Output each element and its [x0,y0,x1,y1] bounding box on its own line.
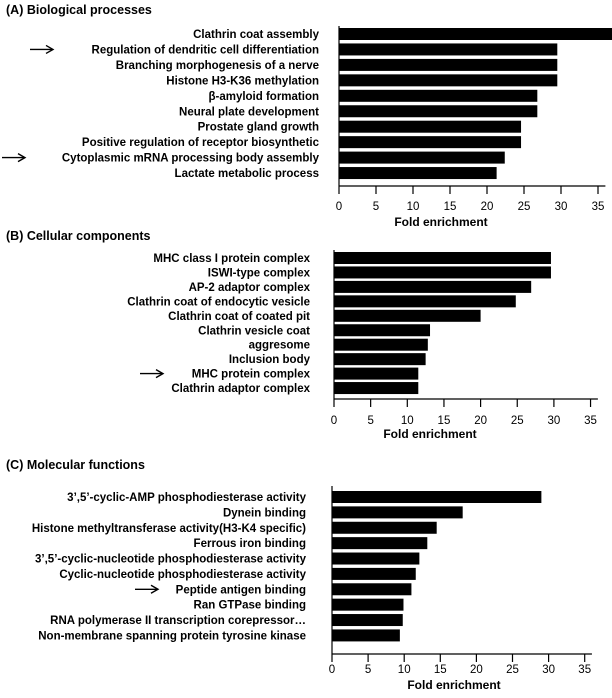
bar-4 [332,537,428,550]
category-label: Clathrin vesicle coat [198,325,310,337]
x-tick-label: 20 [470,664,483,676]
bar-4 [339,74,558,87]
category-label: Prostate gland growth [198,122,319,134]
bar-5 [339,89,538,102]
category-label: Ferrous iron binding [194,538,306,550]
x-tick-label: 25 [511,415,524,427]
bar-2 [332,506,463,519]
x-axis-title: Fold enrichment [407,678,500,692]
bar-3 [339,58,558,71]
category-label: Cyclic-nucleotide phosphodiesterase acti… [59,569,306,581]
category-label: Histone methyltransferase activity(H3-K4… [32,523,306,535]
bar-7 [339,120,522,133]
x-tick-label: 15 [444,201,457,213]
x-tick-label: 35 [578,664,591,676]
x-tick-label: 0 [336,201,342,213]
arrowhead-icon [155,368,165,379]
x-tick-label: 20 [481,201,494,213]
chart-panel-0: (A) Biological processes Clathrin coat as… [2,3,612,229]
x-tick-label: 15 [434,664,447,676]
category-label: Clathrin coat of coated pit [168,311,310,323]
bar-6 [334,324,431,337]
bar-10 [339,167,497,180]
bar-8 [334,353,426,366]
x-tick-label: 20 [474,415,487,427]
x-tick-label: 15 [438,415,451,427]
bar-8 [339,136,522,149]
x-tick-label: 25 [506,664,519,676]
x-tick-label: 5 [367,415,373,427]
category-label: Histone H3-K36 methylation [166,75,319,87]
x-tick-label: 30 [555,201,568,213]
category-label: Positive regulation of receptor biosynth… [82,137,320,149]
x-tick-label: 30 [548,415,561,427]
bar-1 [334,252,551,264]
x-tick-label: 10 [407,201,420,213]
category-label: aggresome [249,340,310,352]
bar-3 [332,521,437,534]
x-tick-label: 5 [373,201,379,213]
x-tick-label: 10 [401,415,414,427]
x-tick-label: 35 [592,201,605,213]
category-label: Branching morphogenesis of a nerve [116,60,319,72]
bar-9 [332,614,403,627]
bar-3 [334,280,532,293]
bar-7 [332,583,412,596]
category-label: β-amyloid formation [208,91,319,103]
bar-5 [334,309,481,322]
category-label: MHC protein complex [192,369,311,381]
bar-1 [332,491,542,503]
category-label: Neural plate development [179,106,319,118]
bar-1 [339,28,612,40]
panel-title: (C) Molecular functions [6,458,145,472]
category-label: Dynein binding [223,507,306,519]
x-tick-label: 10 [398,664,411,676]
bar-9 [339,151,505,164]
category-label: Clathrin coat assembly [193,29,320,41]
category-label: Inclusion body [229,354,311,366]
bar-9 [334,367,419,380]
category-label: MHC class I protein complex [153,253,310,265]
bar-7 [334,338,428,351]
bar-4 [334,295,516,308]
category-label: Ran GTPase binding [194,600,306,612]
x-axis-title: Fold enrichment [383,427,476,441]
arrowhead-icon [150,584,160,594]
bar-6 [339,105,538,118]
panel-title: (A) Biological processes [6,3,152,17]
chart-panel-2: (C) Molecular functions 3’,5’-cyclic-AMP … [6,458,592,692]
arrowhead-icon [17,152,27,163]
x-tick-label: 0 [331,415,337,427]
panel-title: (B) Cellular components [6,229,151,243]
x-axis-title: Fold enrichment [394,215,487,229]
category-label: Regulation of dendritic cell differentia… [92,44,319,56]
category-label: Cytoplasmic mRNA processing body assembl… [62,153,320,165]
bar-10 [334,382,419,395]
x-tick-label: 35 [584,415,597,427]
bar-8 [332,598,404,611]
arrowhead-icon [45,44,55,55]
x-tick-label: 0 [329,664,335,676]
category-label: AP-2 adaptor complex [189,282,311,294]
bar-10 [332,629,400,642]
category-label: Clathrin adaptor complex [171,383,310,395]
bar-5 [332,552,420,565]
category-label: 3’,5’-cyclic-AMP phosphodiesterase activ… [67,492,306,504]
bar-6 [332,567,416,580]
x-tick-label: 5 [365,664,371,676]
category-label: ISWI-type complex [208,267,311,279]
category-label: 3’,5’-cyclic-nucleotide phosphodiesteras… [35,554,307,566]
category-label: Peptide antigen binding [176,584,306,596]
category-label: Clathrin coat of endocytic vesicle [127,296,310,308]
category-label: Non-membrane spanning protein tyrosine k… [38,630,306,642]
bar-2 [334,266,551,279]
category-label: Lactate metabolic process [175,168,319,180]
x-tick-label: 30 [542,664,555,676]
bar-2 [339,43,558,56]
category-label: RNA polymerase II transcription corepres… [50,615,306,627]
x-tick-label: 25 [518,201,531,213]
